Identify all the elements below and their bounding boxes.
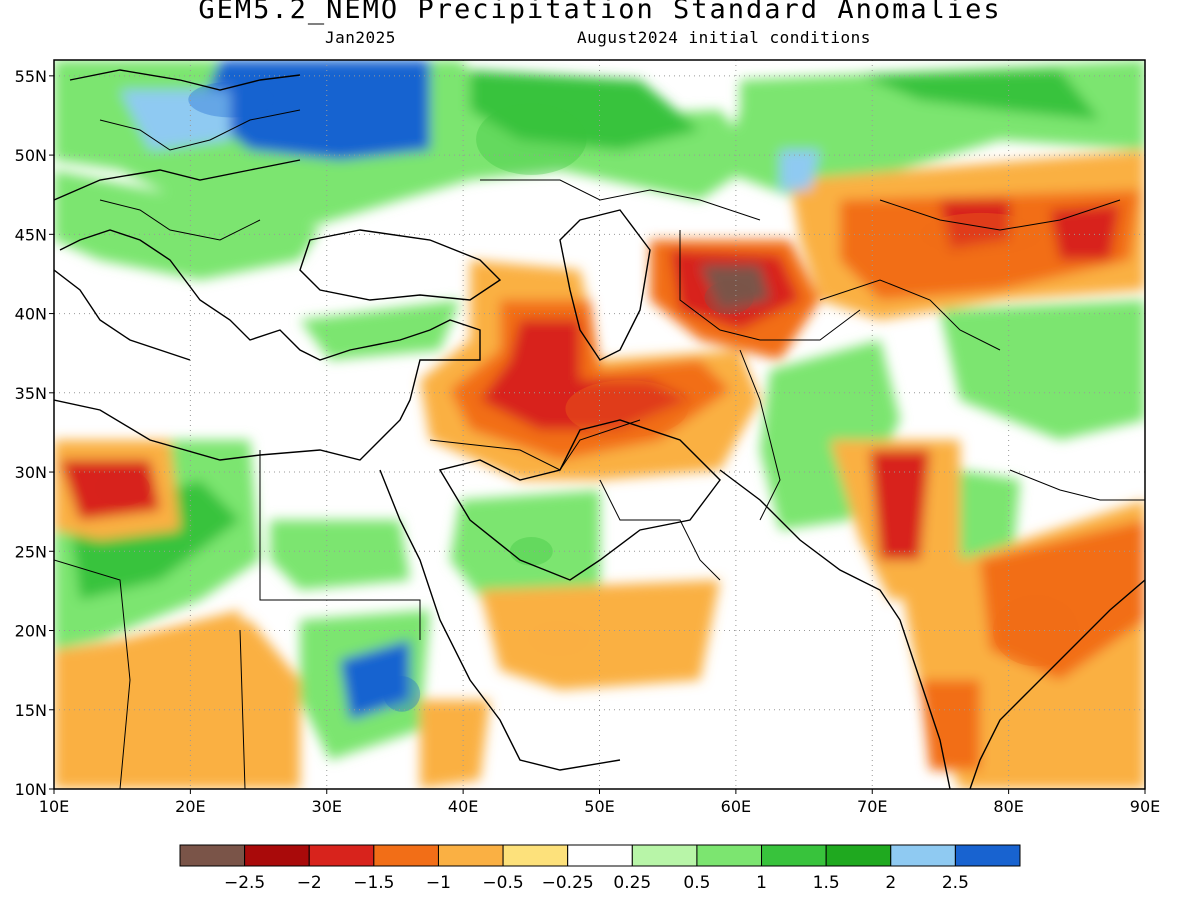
lat-tick-label: 25N	[15, 542, 47, 561]
lat-tick-label: 55N	[15, 67, 47, 86]
anomaly-region-iraq-iran-dry	[565, 380, 689, 438]
anomaly-region-kazakhstan-dry	[919, 212, 1043, 256]
lon-tick-label: 20E	[175, 797, 205, 816]
anomaly-region-saudi-wet	[509, 537, 553, 566]
colorbar: −2.5 −2 −1.5 −1 −0.5 −0.25 0.25 0.5 1 1.5 2 2.5	[179, 844, 1021, 893]
lon-tick-label: 70E	[857, 797, 887, 816]
colorbar-label: −1	[426, 873, 451, 893]
anomaly-region-india-dry	[992, 594, 1079, 667]
initial-conditions-label: August2024 initial conditions	[577, 28, 871, 47]
colorbar-label: −1.5	[353, 873, 394, 893]
colorbar-swatch	[437, 844, 504, 867]
colorbar-swatch	[244, 844, 310, 867]
forecast-month: Jan2025	[325, 28, 396, 47]
colorbar-swatch	[890, 844, 956, 867]
anomaly-region-arabia-dry	[527, 620, 590, 657]
colorbar-swatch	[825, 844, 892, 867]
lat-tick-label: 45N	[15, 225, 47, 244]
colorbar-label: 1	[756, 873, 767, 893]
lon-tick-label: 80E	[993, 797, 1023, 816]
lat-tick-label: 35N	[15, 384, 47, 403]
anomaly-region-sudan-wet	[383, 676, 421, 712]
lat-tick-label: 30N	[15, 463, 47, 482]
colorbar-label: −2	[297, 873, 322, 893]
colorbar-label: −0.25	[542, 873, 594, 893]
lon-tick-label: 30E	[312, 797, 342, 816]
anomaly-region-central-europe-wet	[188, 81, 275, 118]
colorbar-label: 1.5	[813, 873, 840, 893]
chart-title: GEM5.2_NEMO Precipitation Standard Anoma…	[198, 0, 1002, 25]
colorbar-swatch	[502, 844, 569, 867]
colorbar-swatch	[954, 844, 1021, 867]
colorbar-swatch	[696, 844, 763, 867]
colorbar-swatch	[761, 844, 827, 867]
anomaly-region-caspian-east-dry	[704, 281, 754, 315]
colorbar-label: 2.5	[942, 873, 969, 893]
lat-tick-label: 10N	[15, 780, 47, 799]
anomaly-region-libya-dry	[94, 470, 150, 506]
lon-tick-label: 50E	[584, 797, 614, 816]
lon-tick-label: 60E	[721, 797, 751, 816]
colorbar-label: −2.5	[224, 873, 265, 893]
colorbar-label: 0.5	[683, 873, 710, 893]
lon-tick-label: 10E	[39, 797, 69, 816]
colorbar-swatch	[308, 844, 375, 867]
lat-tick-label: 40N	[15, 305, 47, 324]
lat-tick-label: 15N	[15, 701, 47, 720]
colorbar-label: −0.5	[482, 873, 523, 893]
colorbar-swatch	[631, 844, 698, 867]
colorbar-label: 2	[885, 873, 896, 893]
axis-ticks: 10E 20E 30E 40E 50E 60E 70E 80E 90E 10N 15N 20N 25N 3…	[15, 67, 1161, 816]
lat-tick-label: 20N	[15, 622, 47, 641]
colorbar-label: 0.25	[613, 873, 651, 893]
colorbar-swatch	[373, 844, 439, 867]
lon-tick-label: 90E	[1130, 797, 1160, 816]
lat-tick-label: 50N	[15, 146, 47, 165]
lon-tick-label: 40E	[448, 797, 478, 816]
anomaly-region-russia-wet	[476, 103, 587, 175]
colorbar-swatch	[567, 844, 633, 867]
country-borders	[54, 109, 1145, 789]
colorbar-swatch	[179, 844, 246, 867]
map-plot-area	[54, 60, 1145, 789]
coastlines	[54, 69, 1145, 789]
